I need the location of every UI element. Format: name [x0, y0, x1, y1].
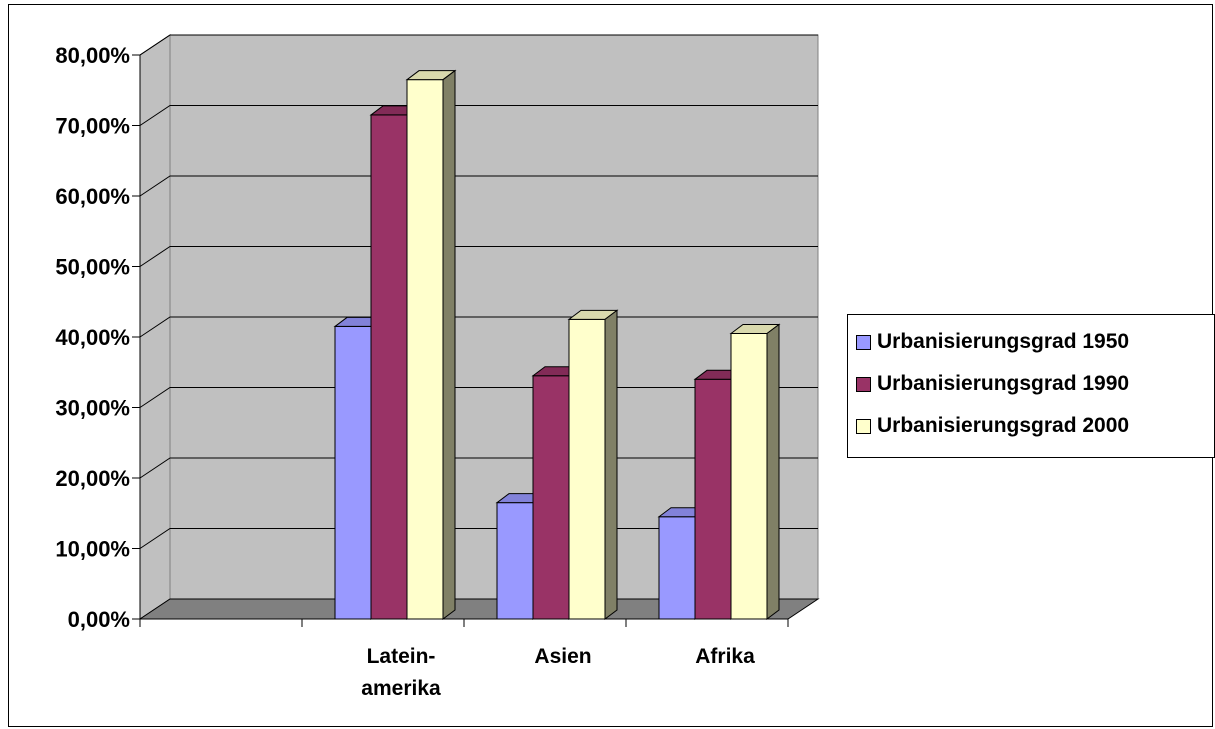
y-tick-label: 70,00% [55, 114, 130, 139]
bar [405, 69, 457, 620]
x-tick-label-line: Asien [534, 645, 591, 668]
legend-item-1950: Urbanisierungsgrad 1950 [856, 321, 1214, 363]
bar [567, 309, 619, 620]
gridline [139, 105, 818, 126]
legend-label-2000: Urbanisierungsgrad 2000 [877, 414, 1130, 437]
x-tick-label: Asien [534, 645, 591, 668]
gridline [139, 34, 818, 56]
y-tick-label: 10,00% [55, 537, 130, 562]
x-tick-label-line: Afrika [695, 645, 755, 668]
bar-front [406, 79, 444, 620]
bar-front [496, 502, 534, 620]
legend-label-1990: Urbanisierungsgrad 1990 [877, 372, 1130, 395]
bar-side [766, 323, 780, 620]
gridline [139, 175, 818, 197]
legend-swatch-2000 [856, 418, 871, 434]
bar-chart: 0,00% 10,00% 20,00% 30,00% 40,00% 50,00% 60,00… [55, 34, 820, 700]
bar-front [532, 375, 570, 620]
y-tick-label: 0,00% [68, 607, 130, 632]
bar-front [694, 378, 732, 620]
bar-front [370, 114, 408, 620]
y-tick-label: 60,00% [55, 184, 130, 209]
legend-swatch-1950 [856, 334, 871, 350]
y-tick-label: 50,00% [55, 255, 130, 280]
y-tick-label: 30,00% [55, 396, 130, 421]
x-tick-label-line: Latein- [367, 645, 436, 668]
x-tick-label: Afrika [695, 645, 755, 668]
legend-label-1950: Urbanisierungsgrad 1950 [877, 330, 1130, 353]
legend-item-1990: Urbanisierungsgrad 1990 [856, 363, 1214, 405]
y-tick-label: 80,00% [55, 43, 130, 68]
bar-front [658, 516, 696, 620]
chart-frame: 0,00% 10,00% 20,00% 30,00% 40,00% 50,00% 60,00… [8, 4, 1215, 727]
legend: Urbanisierungsgrad 1950 Urbanisierungsgr… [847, 314, 1215, 458]
bar-front [334, 325, 372, 620]
bar-side [604, 309, 618, 620]
bar-front [730, 332, 768, 620]
legend-swatch-1990 [856, 376, 871, 392]
bar [729, 323, 781, 620]
x-tick-label-line: amerika [361, 677, 441, 700]
x-tick-label: Latein-amerika [361, 645, 441, 700]
bar-side [442, 69, 456, 620]
legend-item-2000: Urbanisierungsgrad 2000 [856, 405, 1214, 447]
bar-front [568, 318, 606, 620]
gridline [139, 246, 818, 267]
y-tick-label: 20,00% [55, 466, 130, 491]
y-tick-label: 40,00% [55, 325, 130, 350]
